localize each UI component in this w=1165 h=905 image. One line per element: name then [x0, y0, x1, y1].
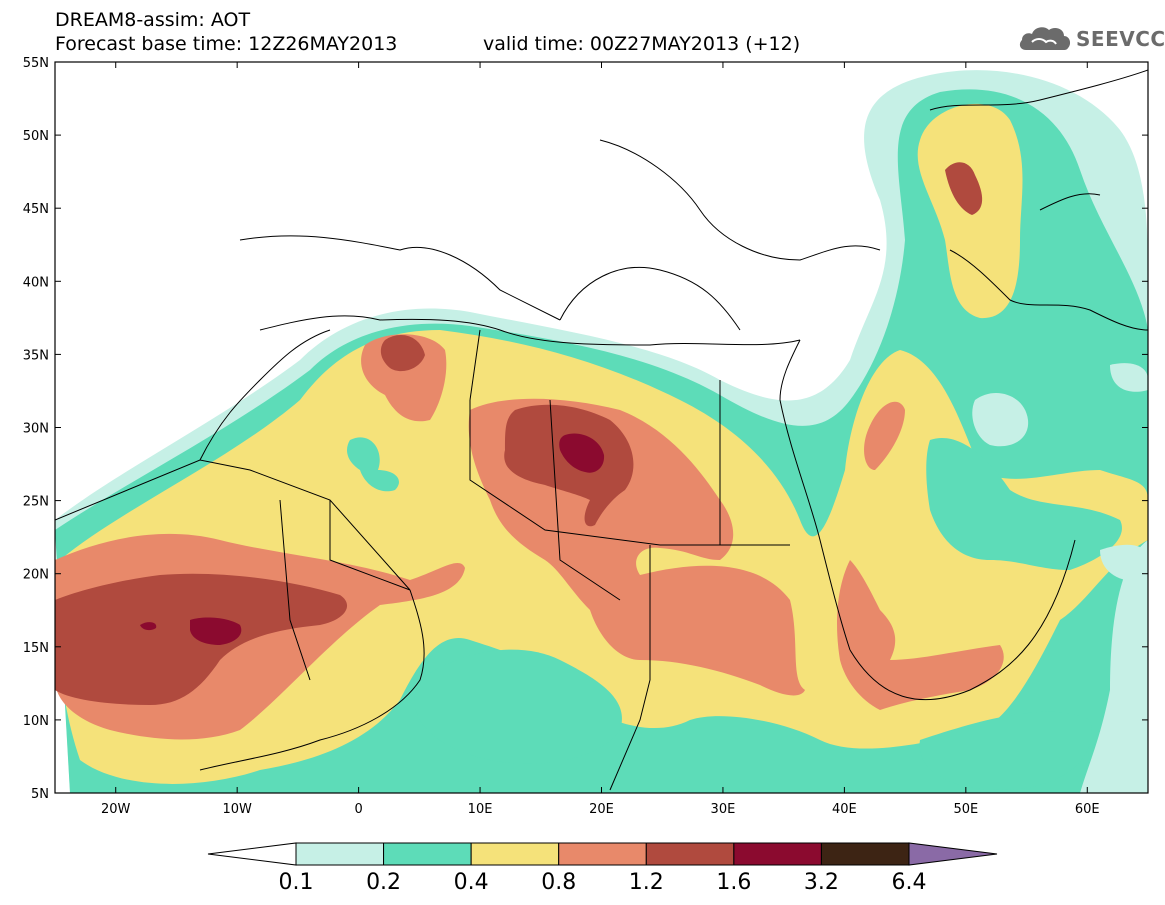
lon-tick-label: 60E [1075, 802, 1100, 817]
lat-tick-label: 50N [23, 129, 49, 144]
lat-tick-label: 15N [23, 641, 49, 656]
lon-tick-label: 50E [953, 802, 978, 817]
colorbar-level-label: 0.1 [278, 870, 314, 895]
lat-tick-label: 45N [23, 202, 49, 217]
longitude-axis: 20W 10W 0 10E 20E 30E 40E 50E 60E [101, 62, 1100, 817]
logo-text: SEEVCCC [1076, 27, 1165, 51]
valid-time: valid time: 00Z27MAY2013 (+12) [483, 33, 801, 55]
colorbar [207, 842, 998, 866]
lat-tick-label: 5N [31, 787, 49, 802]
colorbar-level-label: 3.2 [803, 870, 839, 895]
lat-tick-label: 55N [23, 56, 49, 71]
colorbar-level-label: 0.8 [541, 870, 577, 895]
colorbar-level-label: 0.2 [366, 870, 402, 895]
lat-tick-label: 30N [23, 422, 49, 437]
aot-band-0-2-patches [347, 437, 1122, 790]
lat-tick-label: 40N [23, 275, 49, 290]
lon-tick-label: 10W [222, 802, 252, 817]
colorbar-segment [470, 842, 560, 866]
aot-band-1-6 [140, 433, 605, 645]
lat-tick-label: 35N [23, 348, 49, 363]
cloud-icon [1019, 27, 1071, 50]
lon-tick-label: 20W [101, 802, 131, 817]
colorbar-segment [383, 842, 472, 866]
lon-tick-label: 10E [468, 802, 493, 817]
colorbar-level-label: 6.4 [891, 870, 927, 895]
colorbar-level-label: 0.4 [453, 870, 489, 895]
lon-tick-label: 20E [589, 802, 614, 817]
forecast-base-time: Forecast base time: 12Z26MAY2013 [55, 33, 398, 55]
map-title: DREAM8-assim: AOT [55, 9, 251, 31]
colorbar-segment [645, 842, 735, 866]
lon-tick-label: 40E [832, 802, 857, 817]
lat-tick-label: 25N [23, 495, 49, 510]
colorbar-segment [733, 842, 822, 866]
colorbar-segment [295, 842, 385, 866]
lon-tick-label: 0 [354, 802, 362, 817]
colorbar-level-label: 1.6 [716, 870, 752, 895]
colorbar-low-arrow [207, 842, 297, 866]
lat-tick-label: 20N [23, 568, 49, 583]
colorbar-high-arrow [908, 842, 998, 866]
seevccc-logo: SEEVCCC [1018, 20, 1165, 60]
coastlines [55, 69, 1148, 791]
colorbar-segment [558, 842, 647, 866]
latitude-axis: 5N 10N 15N 20N 25N 30N 35N 40N 45N 50N 55N [23, 56, 1148, 802]
lon-tick-label: 30E [711, 802, 736, 817]
aot-band-0-1-patches [972, 363, 1148, 582]
aot-field [55, 62, 1148, 793]
colorbar-segment [820, 842, 910, 866]
colorbar-level-label: 1.2 [628, 870, 664, 895]
lat-tick-label: 10N [23, 714, 49, 729]
